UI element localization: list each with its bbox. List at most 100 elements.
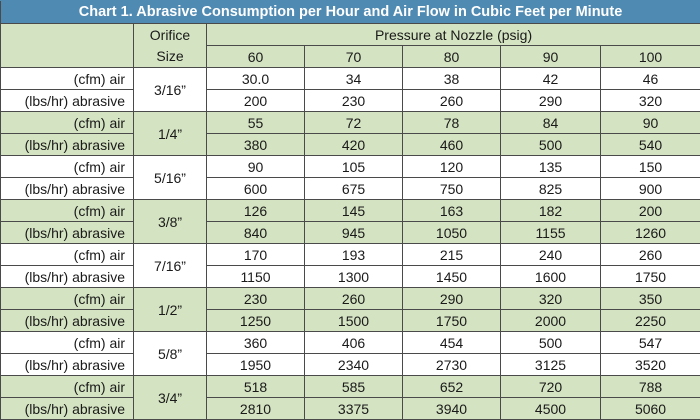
orifice-header-line2: Size (134, 46, 206, 67)
air-flow-value: 454 (403, 332, 501, 354)
air-flow-value: 518 (207, 376, 305, 398)
air-flow-value: 55 (207, 112, 305, 134)
air-flow-value: 182 (501, 200, 601, 222)
air-flow-value: 120 (403, 156, 501, 178)
abrasive-value: 230 (305, 90, 403, 112)
abrasive-value: 900 (601, 178, 700, 200)
air-flow-row-label: (cfm) air (1, 288, 134, 310)
air-flow-value: 38 (403, 68, 501, 90)
abrasive-value: 200 (207, 90, 305, 112)
abrasive-value: 2000 (501, 310, 601, 332)
air-flow-value: 90 (207, 156, 305, 178)
abrasive-value: 945 (305, 222, 403, 244)
air-flow-value: 652 (403, 376, 501, 398)
abrasive-row-label: (lbs/hr) abrasive (1, 354, 134, 376)
abrasive-value: 420 (305, 134, 403, 156)
orifice-size-cell: 3/16” (134, 68, 207, 112)
air-flow-value: 230 (207, 288, 305, 310)
air-flow-value: 170 (207, 244, 305, 266)
pressure-column-header: 100 (601, 46, 700, 68)
abrasive-value: 1260 (601, 222, 700, 244)
abrasive-value: 840 (207, 222, 305, 244)
abrasive-value: 380 (207, 134, 305, 156)
pressure-column-header: 80 (403, 46, 501, 68)
pressure-header: Pressure at Nozzle (psig) (207, 24, 700, 46)
air-flow-value: 42 (501, 68, 601, 90)
air-flow-value: 135 (501, 156, 601, 178)
air-flow-value: 260 (305, 288, 403, 310)
air-flow-row-label: (cfm) air (1, 156, 134, 178)
air-flow-value: 360 (207, 332, 305, 354)
abrasive-value: 3940 (403, 398, 501, 420)
air-flow-value: 145 (305, 200, 403, 222)
air-flow-value: 260 (601, 244, 700, 266)
abrasive-value: 1950 (207, 354, 305, 376)
abrasive-value: 1150 (207, 266, 305, 288)
air-flow-value: 200 (601, 200, 700, 222)
air-flow-value: 350 (601, 288, 700, 310)
abrasive-value: 2340 (305, 354, 403, 376)
pressure-column-header: 70 (305, 46, 403, 68)
abrasive-value: 3125 (501, 354, 601, 376)
orifice-size-cell: 7/16” (134, 244, 207, 288)
abrasive-value: 500 (501, 134, 601, 156)
abrasive-value: 1250 (207, 310, 305, 332)
abrasive-row-label: (lbs/hr) abrasive (1, 222, 134, 244)
air-flow-row-label: (cfm) air (1, 112, 134, 134)
orifice-size-cell: 5/16” (134, 156, 207, 200)
air-flow-value: 34 (305, 68, 403, 90)
air-flow-row-label: (cfm) air (1, 68, 134, 90)
abrasive-value: 1750 (601, 266, 700, 288)
air-flow-row-label: (cfm) air (1, 200, 134, 222)
air-flow-value: 78 (403, 112, 501, 134)
air-flow-value: 46 (601, 68, 700, 90)
air-flow-value: 163 (403, 200, 501, 222)
orifice-header-line1: Orifice (134, 25, 206, 46)
orifice-size-cell: 1/2” (134, 288, 207, 332)
abrasive-value: 260 (403, 90, 501, 112)
abrasive-value: 1050 (403, 222, 501, 244)
corner-cell (1, 24, 134, 68)
pressure-column-header: 90 (501, 46, 601, 68)
abrasive-value: 825 (501, 178, 601, 200)
air-flow-value: 320 (501, 288, 601, 310)
abrasive-value: 1500 (305, 310, 403, 332)
abrasive-value: 3520 (601, 354, 700, 376)
air-flow-value: 72 (305, 112, 403, 134)
air-flow-value: 30.0 (207, 68, 305, 90)
abrasive-value: 5060 (601, 398, 700, 420)
abrasive-value: 750 (403, 178, 501, 200)
abrasive-row-label: (lbs/hr) abrasive (1, 310, 134, 332)
air-flow-value: 126 (207, 200, 305, 222)
abrasive-value: 2250 (601, 310, 700, 332)
orifice-size-cell: 3/8” (134, 200, 207, 244)
abrasive-value: 540 (601, 134, 700, 156)
abrasive-value: 675 (305, 178, 403, 200)
air-flow-value: 193 (305, 244, 403, 266)
abrasive-value: 1450 (403, 266, 501, 288)
abrasive-value: 2810 (207, 398, 305, 420)
air-flow-value: 105 (305, 156, 403, 178)
abrasive-value: 1155 (501, 222, 601, 244)
air-flow-row-label: (cfm) air (1, 332, 134, 354)
air-flow-value: 788 (601, 376, 700, 398)
air-flow-value: 406 (305, 332, 403, 354)
orifice-size-cell: 1/4” (134, 112, 207, 156)
abrasive-value: 320 (601, 90, 700, 112)
air-flow-value: 585 (305, 376, 403, 398)
chart-title: Chart 1. Abrasive Consumption per Hour a… (1, 1, 700, 24)
abrasive-value: 460 (403, 134, 501, 156)
